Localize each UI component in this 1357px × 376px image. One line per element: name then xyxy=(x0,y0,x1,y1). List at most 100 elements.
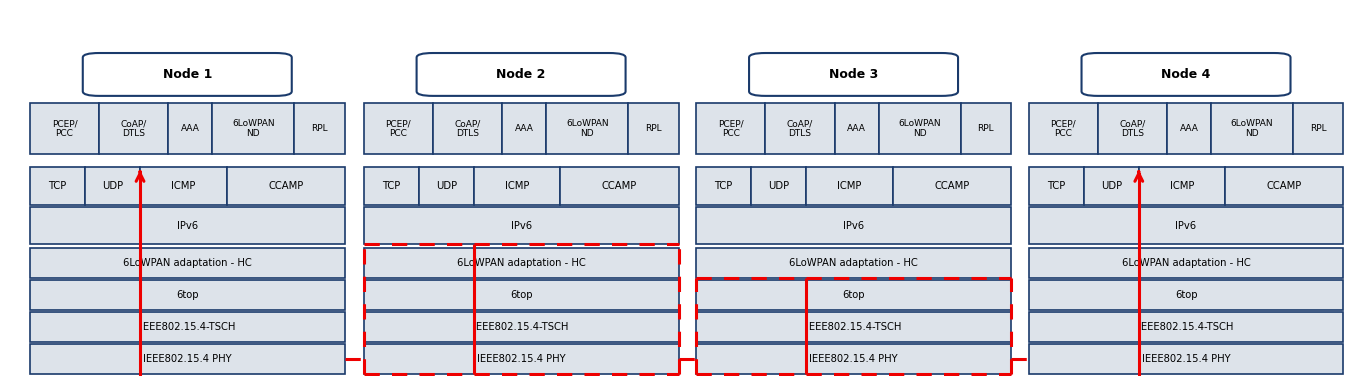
Text: AAA: AAA xyxy=(1179,124,1198,133)
Text: IEEE802.15.4 PHY: IEEE802.15.4 PHY xyxy=(142,354,232,364)
Text: 6LoWPAN adaptation - HC: 6LoWPAN adaptation - HC xyxy=(790,258,917,268)
Bar xyxy=(30,312,345,342)
Bar xyxy=(30,207,345,244)
Bar xyxy=(30,167,85,205)
Text: 6LoWPAN
ND: 6LoWPAN ND xyxy=(898,119,940,138)
Bar xyxy=(85,167,140,205)
Bar xyxy=(364,344,678,374)
Bar xyxy=(1293,103,1343,154)
Text: RPL: RPL xyxy=(977,124,995,133)
Text: AAA: AAA xyxy=(180,124,199,133)
Text: CCAMP: CCAMP xyxy=(269,181,303,191)
Text: UDP: UDP xyxy=(436,181,457,191)
Text: AAA: AAA xyxy=(847,124,866,133)
Text: 6LoWPAN adaptation - HC: 6LoWPAN adaptation - HC xyxy=(1122,258,1250,268)
Bar xyxy=(502,103,547,154)
Text: 6top: 6top xyxy=(1175,290,1197,300)
Text: 6LoWPAN
ND: 6LoWPAN ND xyxy=(232,119,274,138)
Text: RPL: RPL xyxy=(645,124,662,133)
Bar xyxy=(696,103,765,154)
Text: 6LoWPAN adaptation - HC: 6LoWPAN adaptation - HC xyxy=(123,258,251,268)
Bar xyxy=(364,207,678,244)
Bar xyxy=(140,167,227,205)
Bar xyxy=(1029,167,1084,205)
Bar xyxy=(364,167,419,205)
Bar xyxy=(30,103,99,154)
Text: IPv6: IPv6 xyxy=(176,221,198,230)
Bar xyxy=(168,103,213,154)
Text: CoAP/
DTLS: CoAP/ DTLS xyxy=(121,119,147,138)
Bar xyxy=(961,103,1011,154)
Bar xyxy=(294,103,345,154)
Bar xyxy=(213,103,294,154)
Bar xyxy=(99,103,168,154)
Text: CCAMP: CCAMP xyxy=(603,181,636,191)
Text: CoAP/
DTLS: CoAP/ DTLS xyxy=(787,119,813,138)
Bar xyxy=(560,167,678,205)
Text: CCAMP: CCAMP xyxy=(935,181,969,191)
Text: 6top: 6top xyxy=(510,290,532,300)
Text: IEEE802.15.4-TSCH: IEEE802.15.4-TSCH xyxy=(140,322,235,332)
Text: IEEE802.15.4 PHY: IEEE802.15.4 PHY xyxy=(1141,354,1231,364)
Bar xyxy=(1167,103,1212,154)
Bar xyxy=(835,103,879,154)
FancyBboxPatch shape xyxy=(417,53,626,96)
Text: CoAP/
DTLS: CoAP/ DTLS xyxy=(1120,119,1145,138)
Text: IPv6: IPv6 xyxy=(843,221,864,230)
Text: Node 2: Node 2 xyxy=(497,68,546,81)
Text: Node 3: Node 3 xyxy=(829,68,878,81)
Bar xyxy=(1029,312,1343,342)
Bar xyxy=(364,280,678,310)
Text: 6LoWPAN adaptation - HC: 6LoWPAN adaptation - HC xyxy=(457,258,585,268)
Bar xyxy=(696,312,1011,342)
Bar xyxy=(628,103,678,154)
Bar xyxy=(1029,280,1343,310)
Bar xyxy=(893,167,1011,205)
Bar xyxy=(1098,103,1167,154)
Text: PCEP/
PCC: PCEP/ PCC xyxy=(718,119,744,138)
Text: TCP: TCP xyxy=(715,181,733,191)
Text: 6top: 6top xyxy=(176,290,198,300)
Bar xyxy=(752,167,806,205)
Bar xyxy=(1225,167,1343,205)
FancyBboxPatch shape xyxy=(83,53,292,96)
Text: ICMP: ICMP xyxy=(837,181,862,191)
Bar xyxy=(419,167,474,205)
Bar xyxy=(806,167,893,205)
Bar xyxy=(364,248,678,278)
Text: 6LoWPAN
ND: 6LoWPAN ND xyxy=(1231,119,1273,138)
Text: TCP: TCP xyxy=(49,181,66,191)
Bar xyxy=(696,248,1011,278)
Text: CoAP/
DTLS: CoAP/ DTLS xyxy=(455,119,480,138)
Text: ICMP: ICMP xyxy=(505,181,529,191)
Text: 6top: 6top xyxy=(843,290,864,300)
Text: ICMP: ICMP xyxy=(171,181,195,191)
Text: IEEE802.15.4-TSCH: IEEE802.15.4-TSCH xyxy=(1139,322,1234,332)
Text: TCP: TCP xyxy=(383,181,400,191)
FancyBboxPatch shape xyxy=(749,53,958,96)
Bar xyxy=(696,207,1011,244)
Bar xyxy=(474,167,560,205)
Text: IEEE802.15.4-TSCH: IEEE802.15.4-TSCH xyxy=(474,322,569,332)
Bar xyxy=(364,312,678,342)
Text: RPL: RPL xyxy=(311,124,328,133)
Text: CCAMP: CCAMP xyxy=(1267,181,1301,191)
FancyBboxPatch shape xyxy=(1082,53,1291,96)
Text: ICMP: ICMP xyxy=(1170,181,1194,191)
Text: PCEP/
PCC: PCEP/ PCC xyxy=(1050,119,1076,138)
Text: IEEE802.15.4 PHY: IEEE802.15.4 PHY xyxy=(476,354,566,364)
Text: TCP: TCP xyxy=(1048,181,1065,191)
Bar xyxy=(1139,167,1225,205)
Bar xyxy=(1029,103,1098,154)
Text: IPv6: IPv6 xyxy=(1175,221,1197,230)
Bar xyxy=(364,103,433,154)
Bar xyxy=(1212,103,1293,154)
Bar xyxy=(433,103,502,154)
Text: Node 1: Node 1 xyxy=(163,68,212,81)
Bar xyxy=(30,280,345,310)
Text: PCEP/
PCC: PCEP/ PCC xyxy=(385,119,411,138)
Text: RPL: RPL xyxy=(1310,124,1327,133)
Bar xyxy=(30,344,345,374)
Bar xyxy=(879,103,961,154)
Text: UDP: UDP xyxy=(1101,181,1122,191)
